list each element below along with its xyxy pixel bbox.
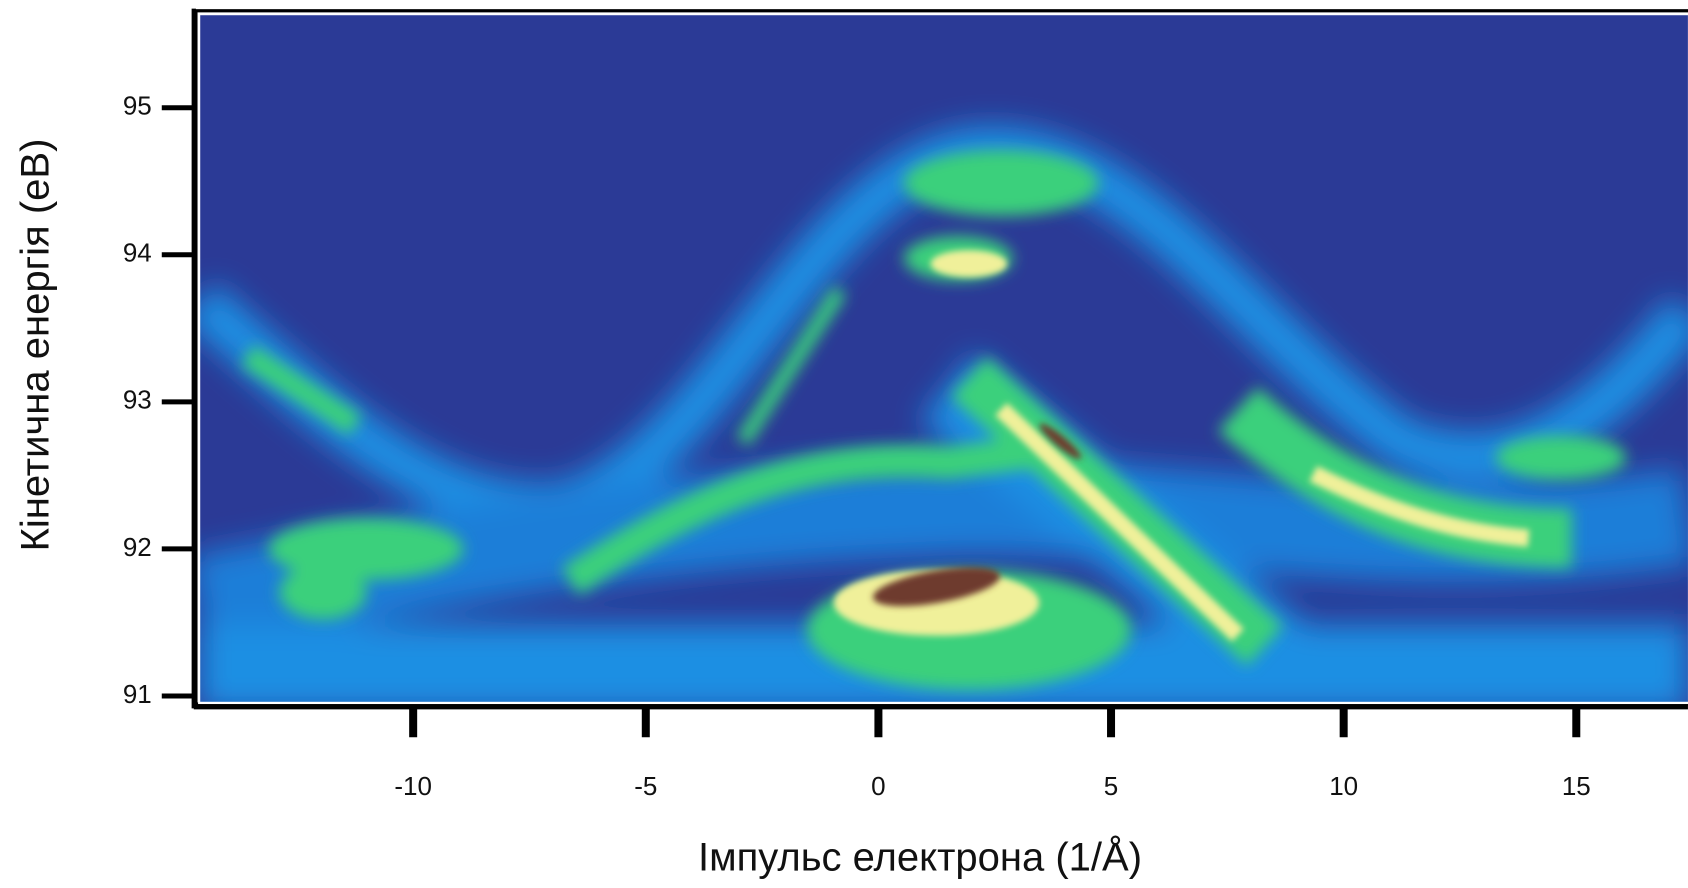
x-tick-label: -10 [394,771,432,801]
x-axis-title: Імпульс електрона (1/Å) [698,835,1142,880]
y-tick-label: 95 [123,91,152,121]
intensity-map [194,9,1688,711]
chart: Імпульс електрона (1/Å) Кінетична енергі… [0,0,1688,888]
x-tick-label: 0 [871,771,885,801]
y-tick-label: 94 [123,238,152,268]
y-tick-label: 93 [123,385,152,415]
x-tick-label: 15 [1562,771,1591,801]
x-tick-label: -5 [634,771,657,801]
x-tick-label: 5 [1104,771,1118,801]
y-tick-label: 92 [123,532,152,562]
x-tick-label: 10 [1329,771,1358,801]
y-axis-title: Кінетична енергія (еВ) [14,139,58,552]
y-tick-label: 91 [123,679,152,709]
